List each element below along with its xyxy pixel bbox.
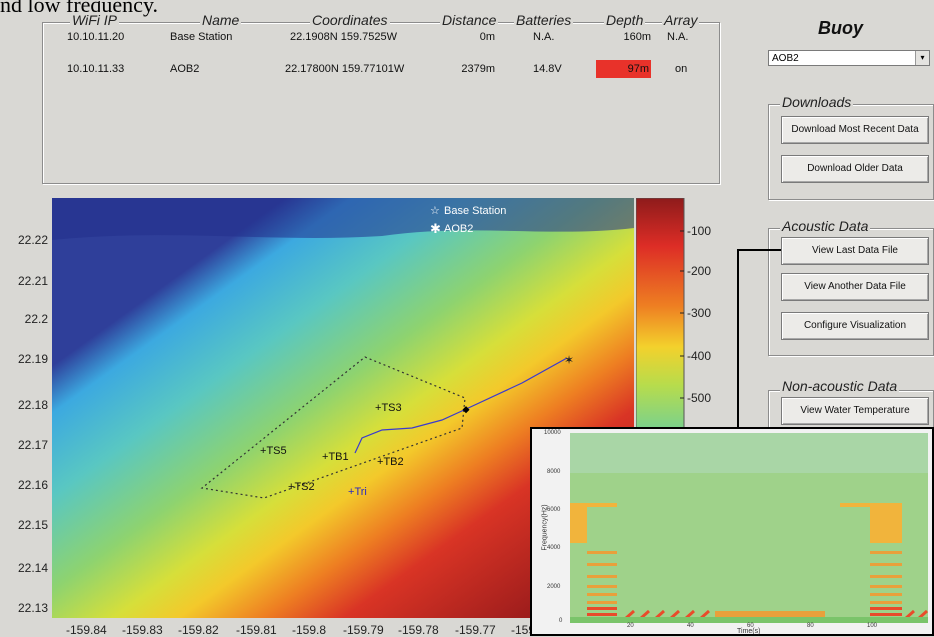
header-coordinates: Coordinates [310,12,390,28]
map-x-tick: -159.81 [236,623,277,637]
buoy-select-value: AOB2 [772,53,799,64]
diamond-icon [462,406,470,414]
map-x-tick: -159.84 [66,623,107,637]
spectrogram-y-tick: 2000 [547,584,561,590]
spectrogram-y-tick: 10000 [544,430,561,436]
map-y-tick: 22.19 [17,352,48,366]
svg-text:✶: ✶ [564,353,574,367]
spectrogram-y-tick: 0 [559,618,563,624]
map-y-tick: 22.14 [17,561,48,575]
header-name: Name [200,12,242,28]
cell-array: N.A. [667,31,689,43]
survey-area-outline [200,356,466,499]
marker-tri: +Tri [348,486,367,498]
spectrogram-panel[interactable]: Frequency(Hz) Time(s) 10000 8000 6000 40… [530,427,934,636]
map-y-tick: 22.16 [17,478,48,492]
map-x-tick: -159.83 [122,623,163,637]
buoy-title: Buoy [818,18,863,38]
star-icon: ✶ [564,353,574,367]
colorbar-tick: -200 [687,264,712,278]
map-y-tick: 22.22 [17,233,48,247]
spectrogram-x-tick: 40 [687,623,694,629]
spectrogram-xlabel: Time(s) [737,628,761,635]
cell-distance: 2379m [461,63,495,75]
cell-coordinates: 22.17800N 159.77101W [285,63,405,75]
array-cable [354,357,568,454]
view-water-temperature-button[interactable]: View Water Temperature [781,397,929,425]
marker-ts3: +TS3 [375,402,402,414]
marker-tb1-label: TB1 [328,451,348,463]
map-x-tick: -159.78 [398,623,439,637]
spectrogram-x-tick: 20 [627,623,634,629]
spectrogram-x-tick: 80 [807,623,814,629]
map-y-tick: 22.21 [17,274,48,288]
spectrogram-x-tick: 60 [747,623,754,629]
map-x-tick: -159.8 [292,623,327,637]
cell-ip: 10.10.11.33 [67,63,125,75]
marker-tb2-label: TB2 [383,456,403,468]
cell-ip: 10.10.11.20 [67,31,125,43]
view-another-data-button[interactable]: View Another Data File [781,273,929,301]
marker-ts5-label: TS5 [266,445,286,457]
marker-tb2: +TB2 [377,456,404,468]
depth-colorbar [636,198,685,438]
colorbar-tick: -100 [687,224,712,238]
marker-ts3-label: TS3 [381,402,401,414]
colorbar-tick: -500 [687,391,712,405]
map-y-tick: 22.17 [17,438,48,452]
configure-visualization-button[interactable]: Configure Visualization [781,312,929,340]
legend-aob-label: AOB2 [444,223,473,235]
header-wifi-ip: WiFi IP [70,12,119,28]
cell-array: on [675,63,688,75]
acoustic-title: Acoustic Data [780,218,871,234]
map-y-tick: 22.13 [17,601,48,615]
colorbar-tick: -400 [687,349,712,363]
header-batteries: Batteries [514,12,574,28]
map-x-tick: -159.77 [455,623,496,637]
spectrogram-x-tick: 100 [867,623,878,629]
download-older-button[interactable]: Download Older Data [781,155,929,183]
cell-name: AOB2 [170,63,200,75]
spectrogram-y-tick: 4000 [547,545,561,551]
cell-name: Base Station [170,31,233,43]
spectrogram-y-tick: 6000 [547,507,561,513]
map-y-tick: 22.18 [17,398,48,412]
downloads-title: Downloads [780,94,854,110]
marker-tri-label: Tri [354,486,366,498]
cell-batteries: 14.8V [533,63,562,75]
header-array: Array [662,12,700,28]
map-x-tick: -159.82 [178,623,219,637]
header-distance: Distance [440,12,499,28]
cell-coordinates: 22.1908N 159.7525W [290,31,398,43]
spectrogram-plot [570,433,928,623]
marker-ts2: +TS2 [288,481,315,493]
nonacoustic-title: Non-acoustic Data [780,378,900,394]
view-last-data-button[interactable]: View Last Data File [781,237,929,265]
legend-asterisk-icon: ✱ [430,221,441,236]
legend-star-icon: ☆ [430,205,440,217]
map-y-tick: 22.2 [24,312,48,326]
cell-depth: 97m [627,63,649,75]
colorbar-tick: -300 [687,306,712,320]
buoy-select[interactable]: AOB2 ▾ [768,50,930,66]
map-x-tick: -159 [511,623,536,637]
deep-water-region [52,198,634,240]
download-recent-button[interactable]: Download Most Recent Data [781,116,929,144]
spectrogram-y-tick: 8000 [547,469,561,475]
marker-ts2-label: TS2 [294,481,314,493]
depth-alert-badge [596,60,651,78]
cell-batteries: N.A. [533,31,555,43]
cell-distance: 0m [479,31,495,43]
map-y-tick: 22.15 [17,518,48,532]
chevron-down-icon[interactable]: ▾ [915,51,929,65]
cell-depth: 160m [623,31,651,43]
marker-tb1: +TB1 [322,451,349,463]
legend-base-label: Base Station [444,205,506,217]
map-x-tick: -159.79 [343,623,384,637]
header-depth: Depth [604,12,646,28]
marker-ts5: +TS5 [260,445,287,457]
